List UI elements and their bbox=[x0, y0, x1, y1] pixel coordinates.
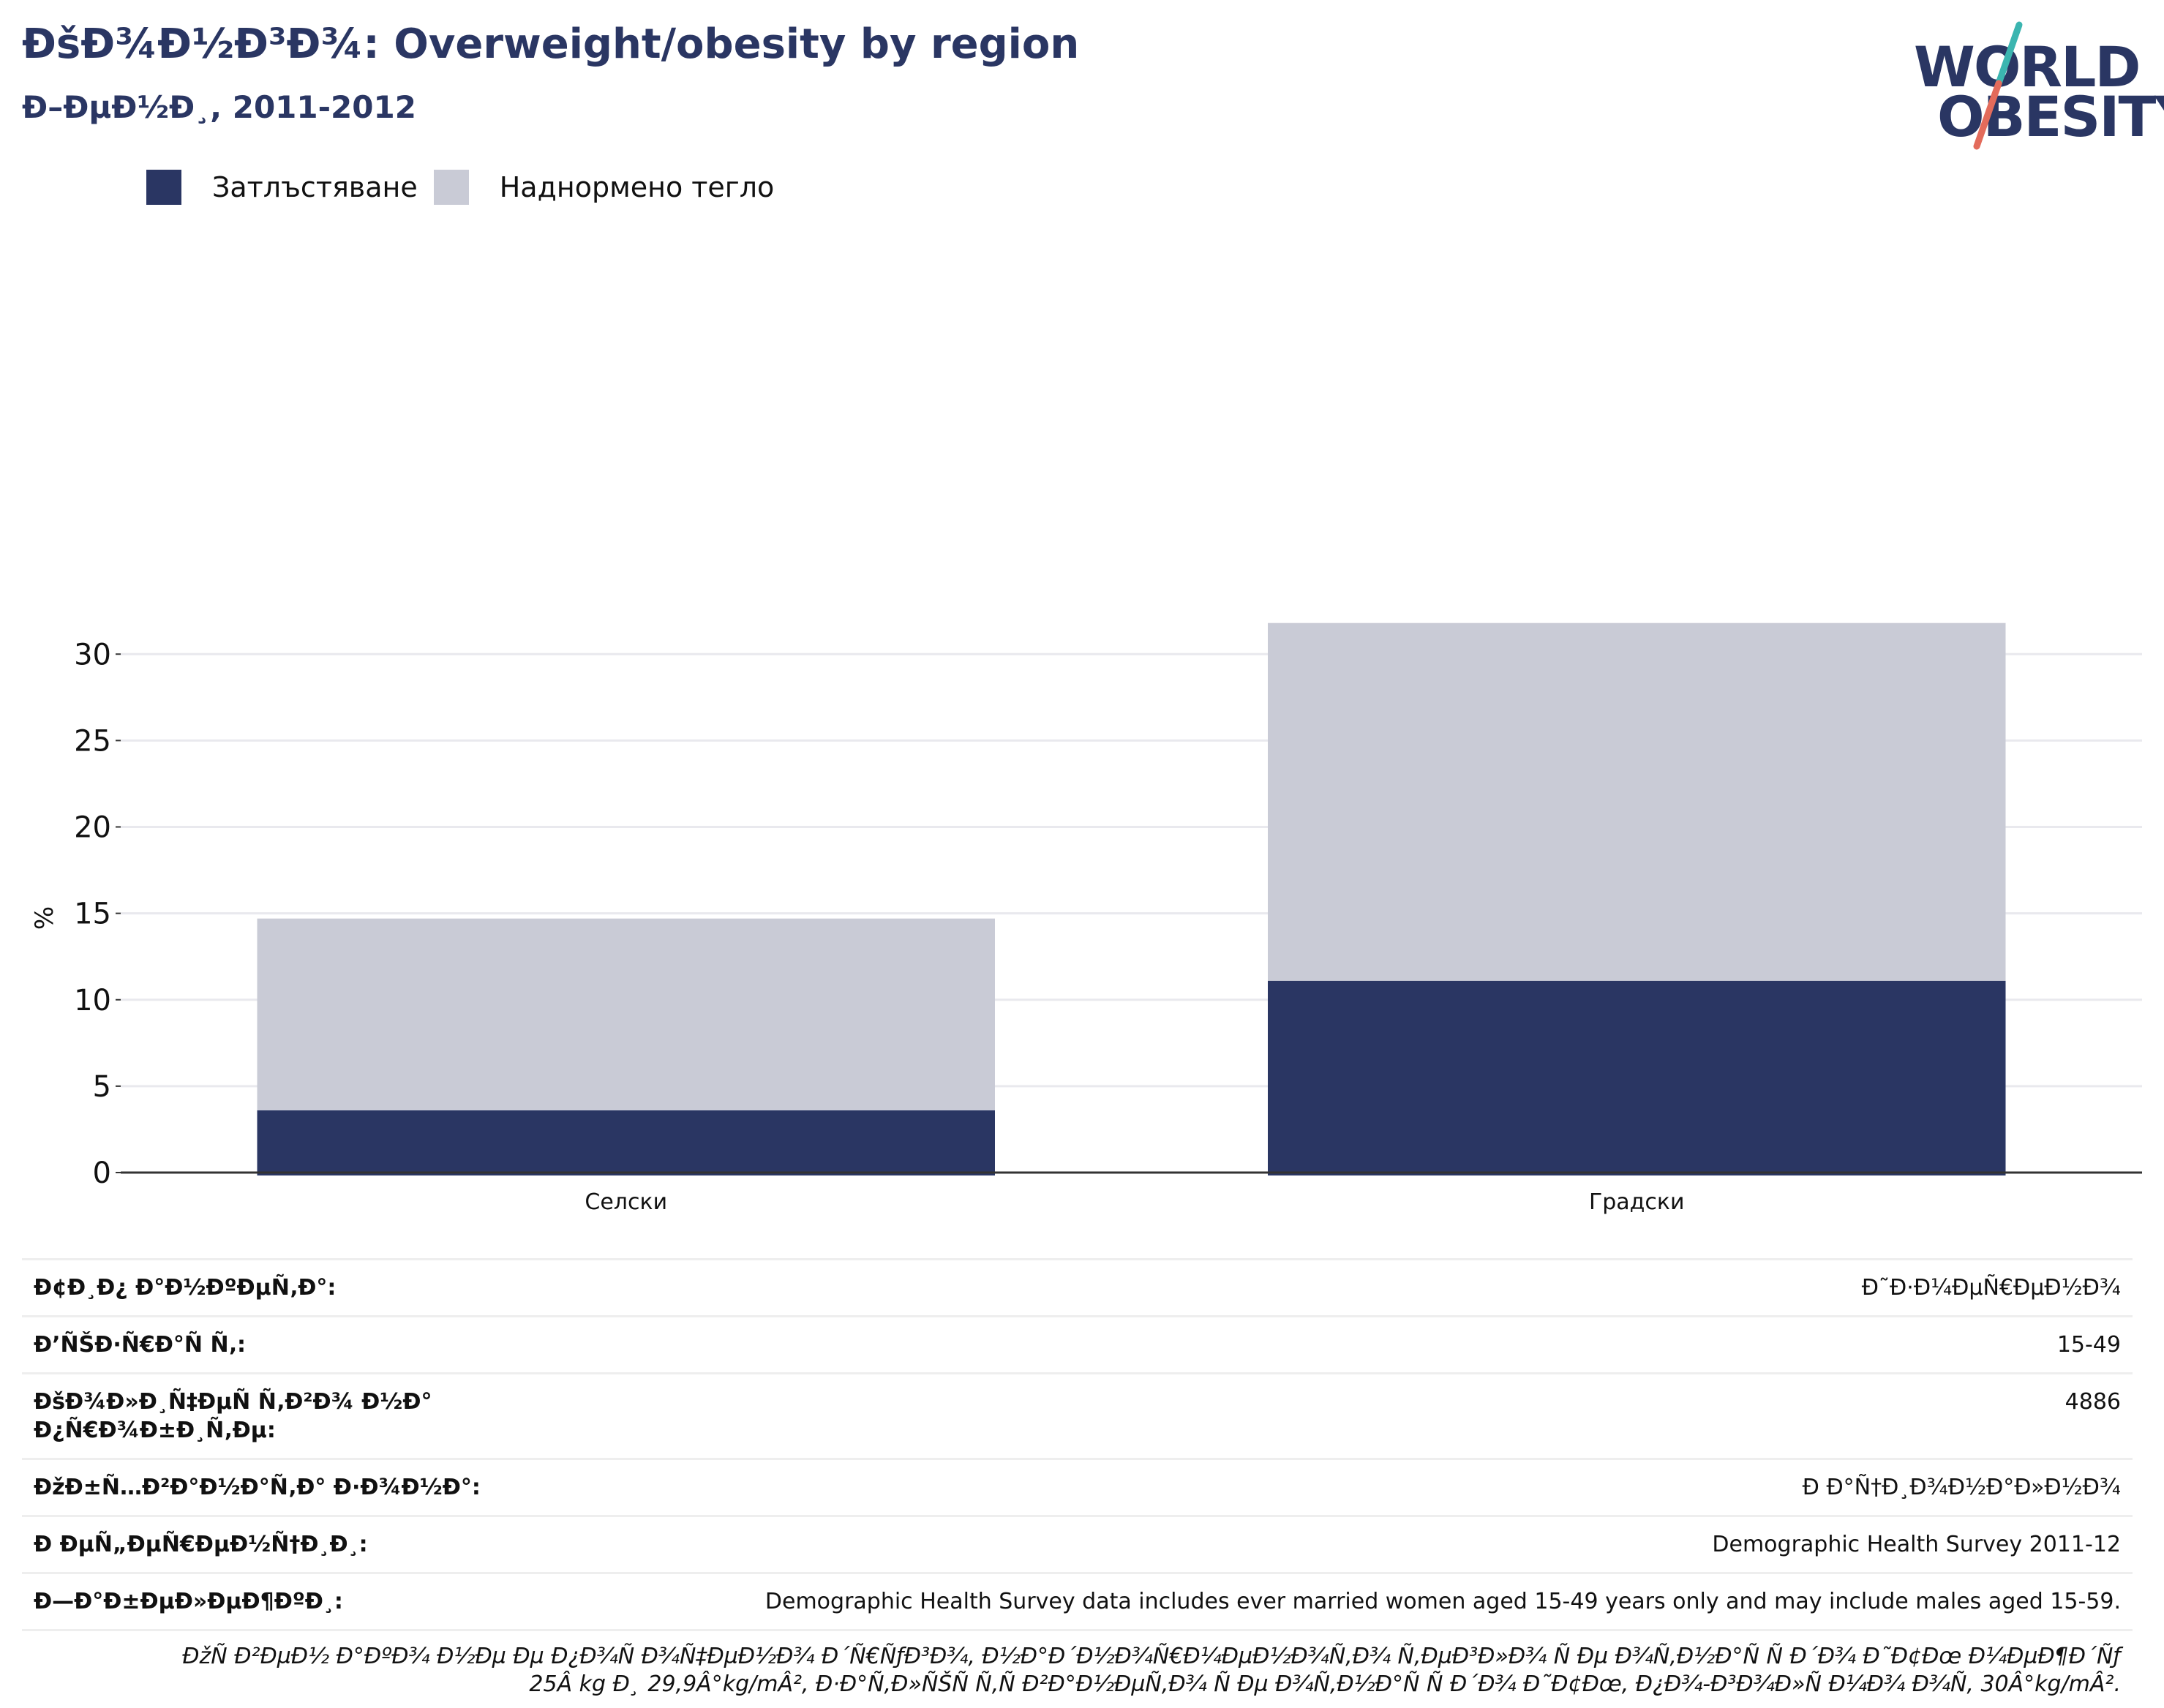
bar-obesity-1 bbox=[1268, 980, 2006, 1175]
footnote-line-1: ĐžÑ Đ²ĐµĐ½ Đ°ĐºĐ¾ Đ½Đµ Đµ Đ¿Đ¾Ñ Đ¾Ñ‡ĐµĐ½… bbox=[182, 1644, 2121, 1669]
legend-item-overweight: Наднормено тегло bbox=[433, 170, 775, 205]
meta-label: Đ ĐµÑ„ĐµÑ€ĐµĐ½Ñ†Đ¸Đ¸: bbox=[34, 1532, 368, 1557]
bar-overweight-1 bbox=[1268, 622, 2006, 981]
legend-item-obesity: Затлъстяване bbox=[146, 170, 418, 205]
meta-row-notes: Đ—Đ°Đ±ĐµĐ»ĐµĐ¶ĐºĐ¸: Demographic Health S… bbox=[22, 1572, 2133, 1629]
meta-value: 4886 bbox=[2065, 1389, 2121, 1415]
x-tick-label: Градски bbox=[1589, 1189, 1685, 1215]
logo-text-world: WORLD bbox=[1914, 34, 2141, 99]
meta-value: Đ˜Đ·Đ¼ĐµÑ€ĐµĐ½Đ¾ bbox=[1861, 1275, 2121, 1301]
chart-subtitle: Đ–ĐµĐ½Đ¸, 2011-2012 bbox=[22, 89, 416, 125]
meta-label: ĐšĐ¾Đ»Đ¸Ñ‡ĐµÑ Ñ‚Đ²Đ¾ Đ½Đ° Đ¿Ñ€Đ¾Đ±Đ¸Ñ‚Đµ… bbox=[34, 1389, 432, 1443]
y-tick-label: 25 bbox=[74, 724, 111, 758]
meta-value: Demographic Health Survey 2011-12 bbox=[1712, 1532, 2121, 1557]
y-tick-label: 0 bbox=[93, 1156, 111, 1190]
logo-slash-icon bbox=[1973, 21, 2023, 150]
meta-row-references: Đ ĐµÑ„ĐµÑ€ĐµĐ½Ñ†Đ¸Đ¸: Demographic Health… bbox=[22, 1515, 2133, 1572]
bar-overweight-0 bbox=[257, 918, 995, 1110]
y-tick-label: 5 bbox=[93, 1070, 111, 1104]
meta-value: Demographic Health Survey data includes … bbox=[764, 1589, 2121, 1614]
world-obesity-logo: WORLD OBESITY bbox=[1909, 20, 2164, 152]
meta-label: Đ¢Đ¸Đ¿ Đ°Đ½ĐºĐµÑ‚Đ°: bbox=[34, 1275, 337, 1301]
meta-value: Đ Đ°Ñ†Đ¸Đ¾Đ½Đ°Đ»Đ½Đ¾ bbox=[1802, 1475, 2121, 1500]
legend-swatch-obesity bbox=[146, 170, 181, 205]
meta-row-age: Đ’ÑŠĐ·Ñ€Đ°Ñ Ñ‚: 15-49 bbox=[22, 1315, 2133, 1372]
meta-row-survey-type: Đ¢Đ¸Đ¿ Đ°Đ½ĐºĐµÑ‚Đ°: Đ˜Đ·Đ¼ĐµÑ€ĐµĐ½Đ¾ bbox=[22, 1258, 2133, 1315]
logo-text-obesity: OBESITY bbox=[1937, 84, 2164, 149]
bar-obesity-0 bbox=[257, 1110, 995, 1175]
meta-label: Đ’ÑŠĐ·Ñ€Đ°Ñ Ñ‚: bbox=[34, 1332, 246, 1358]
chart-title: ĐšĐ¾Đ½Đ³Đ¾: Overweight/obesity by region bbox=[22, 20, 1080, 68]
chart-legend: Затлъстяване Наднормено тегло bbox=[146, 170, 790, 205]
x-tick-label: Селски bbox=[585, 1189, 667, 1215]
bmi-definition-note: ĐžÑ Đ²ĐµĐ½ Đ°ĐºĐ¾ Đ½Đµ Đµ Đ¿Đ¾Ñ Đ¾Ñ‡ĐµĐ½… bbox=[22, 1629, 2133, 1708]
y-axis-label: % bbox=[30, 906, 59, 930]
meta-label: ĐžĐ±Ñ…Đ²Đ°Đ½Đ°Ñ‚Đ° Đ·Đ¾Đ½Đ°: bbox=[34, 1475, 481, 1500]
footnote-line-2: 25Â kg Đ¸ 29,9Â°kg/mÂ², Đ·Đ°Ñ‚Đ»ÑŠÑ Ñ‚Ñ … bbox=[529, 1671, 2121, 1697]
stacked-bar-chart: 0 5 10 15 20 25 30% Селски Градски bbox=[30, 622, 2142, 1215]
meta-value: 15-49 bbox=[2056, 1332, 2121, 1358]
legend-swatch-overweight bbox=[433, 170, 469, 205]
legend-label-obesity: Затлъстяване bbox=[212, 171, 418, 203]
survey-details-table: Đ¢Đ¸Đ¿ Đ°Đ½ĐºĐµÑ‚Đ°: Đ˜Đ·Đ¼ĐµÑ€ĐµĐ½Đ¾ Đ’… bbox=[22, 1258, 2133, 1708]
y-tick-label: 20 bbox=[74, 811, 111, 845]
meta-row-area-covered: ĐžĐ±Ñ…Đ²Đ°Đ½Đ°Ñ‚Đ° Đ·Đ¾Đ½Đ°: Đ Đ°Ñ†Đ¸Đ¾Đ… bbox=[22, 1458, 2133, 1515]
meta-row-sample-size: ĐšĐ¾Đ»Đ¸Ñ‡ĐµÑ Ñ‚Đ²Đ¾ Đ½Đ° Đ¿Ñ€Đ¾Đ±Đ¸Ñ‚Đµ… bbox=[22, 1372, 2133, 1458]
legend-label-overweight: Наднормено тегло bbox=[499, 171, 775, 203]
y-tick-label: 10 bbox=[74, 984, 111, 1017]
y-tick-label: 15 bbox=[74, 898, 111, 931]
y-tick-label: 30 bbox=[74, 638, 111, 671]
meta-label: Đ—Đ°Đ±ĐµĐ»ĐµĐ¶ĐºĐ¸: bbox=[34, 1589, 343, 1614]
